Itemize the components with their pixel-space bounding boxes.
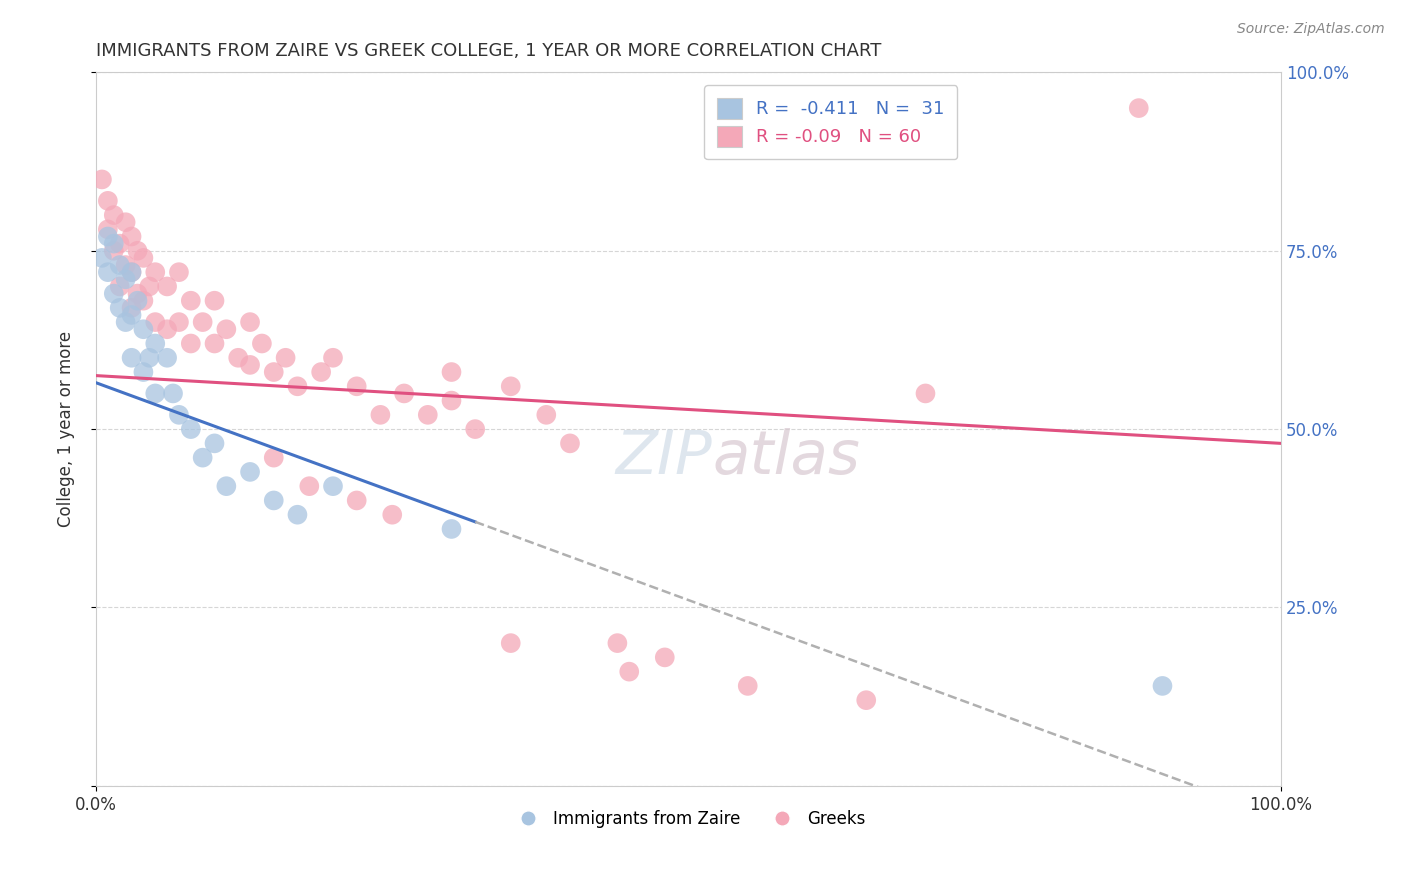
Point [215, 479, 238, 493]
Point [191, 315, 214, 329]
Text: IMMIGRANTS FROM ZAIRE VS GREEK COLLEGE, 1 YEAR OR MORE CORRELATION CHART: IMMIGRANTS FROM ZAIRE VS GREEK COLLEGE, … [96, 42, 882, 60]
Point [1128, 101, 1150, 115]
Point [263, 365, 285, 379]
Point [309, 365, 332, 379]
Point [914, 386, 936, 401]
Point [132, 365, 155, 379]
Point [204, 436, 226, 450]
Point [97, 229, 120, 244]
Point [156, 279, 179, 293]
Point [464, 422, 486, 436]
Point [263, 450, 285, 465]
Point [619, 665, 641, 679]
Text: atlas: atlas [713, 428, 860, 487]
Point [127, 293, 149, 308]
Point [322, 351, 344, 365]
Point [654, 650, 676, 665]
Point [143, 315, 166, 329]
Point [226, 351, 249, 365]
Point [127, 286, 149, 301]
Point [287, 508, 309, 522]
Point [108, 301, 131, 315]
Point [239, 358, 262, 372]
Point [346, 493, 368, 508]
Point [204, 336, 226, 351]
Point [138, 279, 160, 293]
Point [606, 636, 628, 650]
Point [97, 265, 120, 279]
Point [167, 315, 190, 329]
Point [114, 272, 136, 286]
Point [121, 301, 143, 315]
Point [121, 308, 143, 322]
Point [558, 436, 581, 450]
Point [239, 315, 262, 329]
Point [121, 265, 143, 279]
Point [156, 351, 179, 365]
Point [108, 258, 131, 272]
Point [97, 222, 120, 236]
Point [263, 493, 285, 508]
Point [215, 322, 238, 336]
Point [143, 265, 166, 279]
Text: ZIP: ZIP [616, 428, 713, 487]
Point [138, 351, 160, 365]
Point [114, 258, 136, 272]
Point [114, 215, 136, 229]
Point [162, 386, 184, 401]
Point [132, 251, 155, 265]
Point [737, 679, 759, 693]
Point [204, 293, 226, 308]
Point [91, 251, 114, 265]
Point [156, 322, 179, 336]
Point [103, 208, 125, 222]
Legend: Immigrants from Zaire, Greeks: Immigrants from Zaire, Greeks [505, 803, 872, 835]
Point [103, 244, 125, 258]
Point [180, 336, 202, 351]
Point [287, 379, 309, 393]
Point [97, 194, 120, 208]
Point [250, 336, 273, 351]
Point [499, 636, 522, 650]
Point [91, 172, 114, 186]
Point [143, 336, 166, 351]
Point [121, 351, 143, 365]
Point [180, 422, 202, 436]
Point [132, 322, 155, 336]
Point [108, 236, 131, 251]
Point [127, 244, 149, 258]
Point [416, 408, 439, 422]
Point [191, 450, 214, 465]
Point [103, 236, 125, 251]
Point [274, 351, 297, 365]
Point [1152, 679, 1174, 693]
Point [392, 386, 415, 401]
Point [322, 479, 344, 493]
Point [121, 265, 143, 279]
Text: Source: ZipAtlas.com: Source: ZipAtlas.com [1237, 22, 1385, 37]
Point [103, 286, 125, 301]
Point [346, 379, 368, 393]
Point [536, 408, 558, 422]
Point [108, 279, 131, 293]
Point [381, 508, 404, 522]
Point [114, 315, 136, 329]
Point [298, 479, 321, 493]
Point [180, 293, 202, 308]
Point [499, 379, 522, 393]
Point [239, 465, 262, 479]
Point [167, 408, 190, 422]
Point [121, 229, 143, 244]
Point [855, 693, 877, 707]
Point [370, 408, 392, 422]
Y-axis label: College, 1 year or more: College, 1 year or more [58, 331, 75, 527]
Point [132, 293, 155, 308]
Point [167, 265, 190, 279]
Point [440, 393, 463, 408]
Point [440, 522, 463, 536]
Point [143, 386, 166, 401]
Point [440, 365, 463, 379]
